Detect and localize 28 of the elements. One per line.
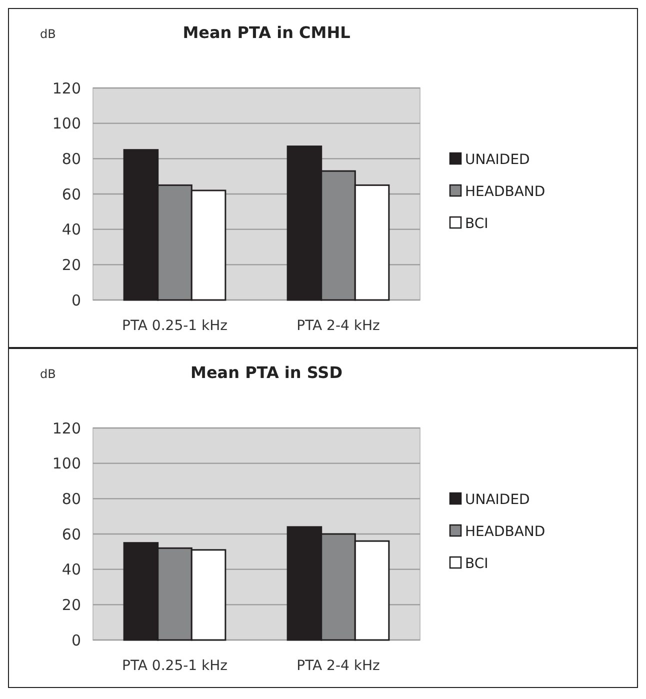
y-tick-label: 40 [62,220,81,239]
y-tick-label: 20 [62,256,81,274]
legend-label: HEADBAND [465,524,546,540]
y-axis-title: dB [40,367,56,381]
y-tick-label: 80 [62,490,81,508]
y-tick-label: 60 [62,525,81,544]
y-tick-label: 0 [71,291,81,310]
y-tick-label: 60 [62,185,81,204]
y-tick-label: 100 [52,114,81,133]
legend-label: HEADBAND [465,184,546,200]
legend-label: BCI [465,556,488,572]
y-tick-label: 120 [52,419,81,438]
y-tick-label: 100 [52,454,81,473]
x-tick-label: PTA 2-4 kHz [296,658,380,674]
chart-title: Mean PTA in SSD [190,363,342,382]
legend-label: UNAIDED [465,492,530,508]
y-axis-title: dB [40,27,56,41]
y-tick-label: 0 [71,631,81,650]
legend-label: UNAIDED [465,152,530,168]
chart-title: Mean PTA in CMHL [182,23,350,42]
x-tick-label: PTA 2-4 kHz [296,318,380,334]
x-tick-label: PTA 0.25-1 kHz [122,318,228,334]
legend-label: BCI [465,216,488,232]
y-tick-label: 120 [52,79,81,98]
y-tick-label: 80 [62,150,81,168]
y-tick-label: 40 [62,560,81,579]
x-tick-label: PTA 0.25-1 kHz [122,658,228,674]
y-tick-label: 20 [62,596,81,614]
